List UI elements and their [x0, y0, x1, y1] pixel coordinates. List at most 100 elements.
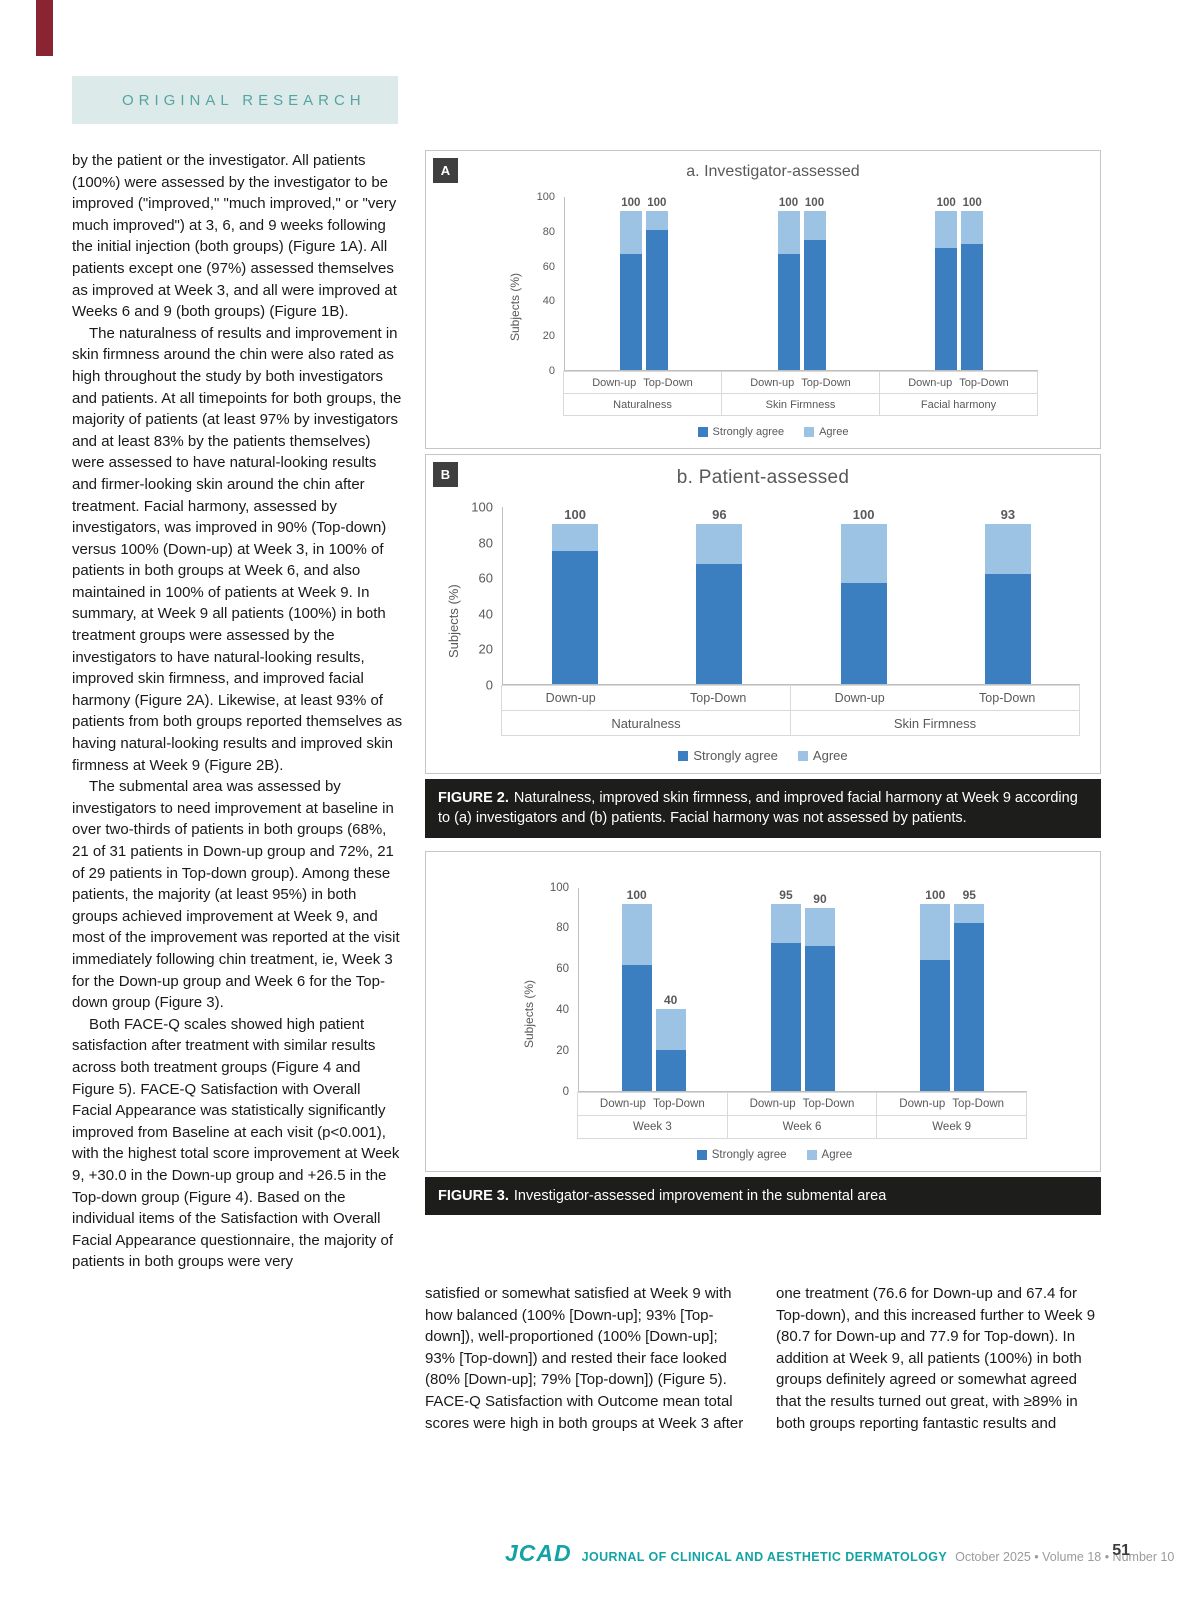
bar-segment-agree — [984, 524, 1031, 574]
bar: 100 — [645, 197, 668, 370]
bar-segment-agree — [619, 211, 642, 254]
stacked-bar — [935, 211, 958, 370]
bar-segment-agree — [920, 903, 951, 960]
bar-group: 100 96 — [503, 507, 792, 684]
y-tick: 80 — [556, 922, 569, 935]
y-tick: 20 — [542, 330, 555, 343]
bar-pair: 100 100 — [565, 197, 723, 370]
y-tick: 40 — [556, 1004, 569, 1016]
bar-pair: 100 100 — [880, 197, 1038, 370]
y-tick: 100 — [471, 499, 493, 515]
bar: 100 — [803, 197, 826, 370]
chart-grid: 0 20 40 60 80 100 100 40 95 90 100 95 Down-up Top-Dow… — [540, 882, 1028, 1139]
plot-area: 100 40 95 90 100 95 — [578, 887, 1027, 1092]
bar-total-label: 100 — [778, 197, 799, 209]
legend-label: Agree — [812, 748, 848, 763]
group-label: Week 9 — [876, 1114, 1028, 1139]
bar-label-cell: Down-up Top-Down — [721, 371, 880, 394]
bar-total-label: 95 — [779, 887, 793, 902]
bar: 100 — [552, 507, 599, 684]
legend-swatch — [696, 1149, 707, 1160]
y-tick: 60 — [478, 570, 493, 586]
bar-total-label: 100 — [626, 887, 647, 902]
bar: 100 — [840, 507, 887, 684]
y-tick: 0 — [562, 1085, 569, 1098]
stacked-bar — [655, 1009, 686, 1091]
bar-segment-strongly-agree — [804, 946, 835, 1091]
bar-segment-strongly-agree — [696, 564, 743, 684]
bar-total-label: 40 — [663, 993, 678, 1008]
bar-label: Top-Down — [952, 1097, 1005, 1110]
chart-title: a. Investigator-assessed — [686, 163, 860, 180]
y-tick: 40 — [478, 606, 493, 622]
chart-legend: Strongly agree Agree — [508, 426, 1038, 438]
stacked-bar — [840, 524, 887, 684]
y-tick: 40 — [542, 295, 555, 308]
chart-grid: 0 20 40 60 80 100 100 100 100 100 100 100 Down-up Top… — [526, 191, 1038, 416]
bar-label: Down-up — [750, 376, 795, 389]
bar-segment-strongly-agree — [935, 247, 958, 370]
bar-segment-agree — [804, 907, 835, 947]
figure2-caption: FIGURE 2. Naturalness, improved skin firm… — [425, 779, 1101, 838]
bar-label: Down-up — [545, 691, 596, 705]
bar-total-label: 95 — [962, 887, 976, 902]
bar-group: 100 95 — [878, 888, 1027, 1091]
stacked-bar — [777, 211, 800, 370]
bar-segment-agree — [655, 1009, 686, 1050]
bar-label: Down-up — [908, 376, 953, 389]
bar-segment-strongly-agree — [777, 253, 800, 370]
bar-segment-agree — [961, 211, 984, 245]
bar-pair: 100 100 — [723, 197, 881, 370]
y-axis-label: Subjects (%) — [522, 979, 536, 1048]
bar-segment-strongly-agree — [961, 244, 984, 370]
bar-pair: 100 40 — [579, 888, 728, 1091]
group-label: Week 3 — [577, 1114, 728, 1139]
bottom-right-column: one treatment (76.6 for Down-up and 67.4… — [776, 1283, 1104, 1434]
plot-area: 100 96 100 93 — [502, 507, 1080, 685]
y-tick: 80 — [478, 535, 493, 551]
panel-label-b: B — [433, 462, 458, 487]
stacked-bar — [552, 524, 599, 684]
left-text-column: by the patient or the investigator. All … — [72, 150, 404, 1273]
chart-grid: 0 20 40 60 80 100 100 96 100 93 Down-up Top-Down Dow… — [464, 500, 1080, 736]
bar: 95 — [770, 887, 801, 1091]
page-number: 51 — [1112, 1542, 1130, 1559]
stacked-bar — [804, 907, 835, 1091]
stacked-bar — [961, 211, 984, 370]
x-axis-group-labels: Naturalness Skin Firmness — [501, 710, 1080, 736]
y-tick: 80 — [542, 225, 555, 238]
legend-item: Strongly agree — [678, 748, 778, 763]
stacked-bar — [920, 903, 951, 1091]
page-footer: JCAD JOURNAL OF CLINICAL AND AESTHETIC D… — [0, 1540, 1200, 1567]
legend-label: Agree — [819, 426, 849, 438]
legend-item: Agree — [804, 426, 848, 438]
legend-swatch — [797, 750, 808, 761]
chart-title: b. Patient-assessed — [676, 467, 850, 488]
bar-label: Top-Down — [690, 691, 747, 705]
figure3-caption-label: FIGURE 3. — [438, 1187, 509, 1204]
plot-area: 100 100 100 100 100 100 — [564, 197, 1038, 371]
legend-swatch — [804, 427, 815, 437]
bar-total-label: 100 — [936, 197, 956, 209]
journal-name: JOURNAL OF CLINICAL AND AESTHETIC DERMAT… — [581, 1550, 948, 1564]
corner-accent-bar — [36, 0, 53, 56]
x-axis-bar-labels: Down-up Top-Down Down-up Top-Down Down-up Top… — [577, 1091, 1028, 1116]
bar-label-cell: Down-up Top-Down — [879, 371, 1038, 394]
legend-label: Strongly agree — [711, 1148, 787, 1161]
x-axis-bar-labels: Down-up Top-Down Down-up Top-Down Down-up Top… — [563, 371, 1038, 394]
y-axis-ticks: 0 20 40 60 80 100 — [540, 882, 578, 1098]
bar-group: 100 40 — [579, 888, 728, 1091]
bar-label: Top-Down — [959, 376, 1009, 389]
journal-logo: JCAD — [505, 1540, 572, 1566]
bar-label-cell: Down-up Top-Down — [577, 1091, 728, 1116]
bar-total-label: 100 — [564, 507, 586, 522]
stacked-bar — [984, 524, 1031, 684]
bar-segment-agree — [552, 524, 599, 552]
stacked-bar — [696, 524, 743, 684]
bar-segment-strongly-agree — [552, 551, 599, 684]
chart-legend: Strongly agree Agree — [446, 748, 1080, 763]
chart-body: Subjects (%) 0 20 40 60 80 100 100 40 95 90 100 95 Do… — [522, 882, 1028, 1139]
bar-label-cell: Down-up Top-Down — [501, 685, 791, 711]
bar: 100 — [621, 887, 652, 1091]
legend-label: Strongly agree — [693, 748, 778, 763]
